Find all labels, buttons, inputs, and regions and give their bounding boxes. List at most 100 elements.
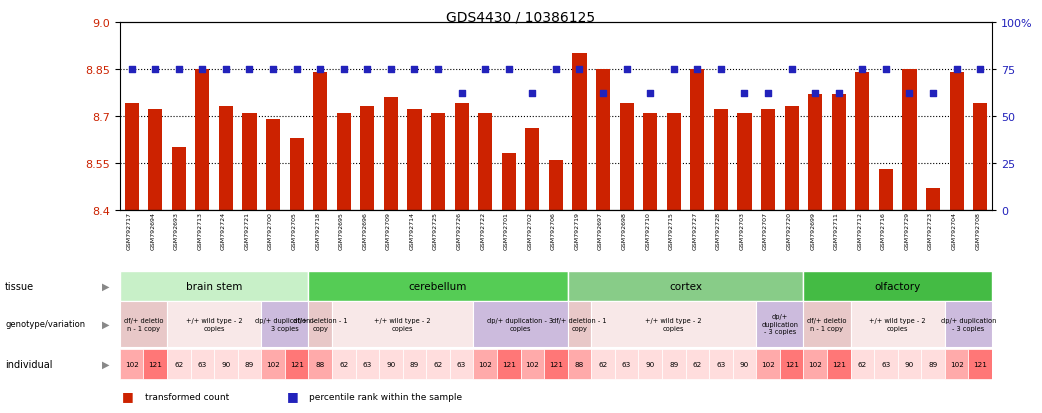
- Text: 62: 62: [598, 361, 607, 367]
- Text: 90: 90: [646, 361, 654, 367]
- Point: [406, 66, 423, 73]
- Point: [359, 66, 376, 73]
- Bar: [921, 349, 945, 380]
- Text: GSM792715: GSM792715: [669, 211, 674, 249]
- Bar: [643, 113, 658, 210]
- Text: GSM792697: GSM792697: [598, 211, 603, 249]
- Bar: [521, 349, 544, 380]
- Bar: [308, 301, 332, 347]
- Text: GSM792706: GSM792706: [551, 211, 555, 249]
- Bar: [120, 271, 308, 301]
- Point: [453, 91, 470, 97]
- Text: GSM792703: GSM792703: [740, 211, 744, 249]
- Text: GSM792729: GSM792729: [904, 211, 910, 249]
- Bar: [902, 70, 917, 210]
- Text: GSM792704: GSM792704: [951, 211, 957, 249]
- Point: [736, 91, 752, 97]
- Text: GSM792722: GSM792722: [480, 211, 486, 249]
- Point: [382, 66, 399, 73]
- Point: [877, 66, 894, 73]
- Bar: [355, 349, 379, 380]
- Text: olfactory: olfactory: [874, 281, 921, 291]
- Bar: [544, 349, 568, 380]
- Bar: [379, 349, 402, 380]
- Point: [147, 66, 164, 73]
- Text: GSM792708: GSM792708: [975, 211, 981, 249]
- Bar: [284, 349, 308, 380]
- Text: 102: 102: [125, 361, 139, 367]
- Text: 62: 62: [433, 361, 443, 367]
- Text: GSM792723: GSM792723: [928, 211, 933, 249]
- Bar: [572, 54, 587, 210]
- Text: df/+ deletion - 1
copy: df/+ deletion - 1 copy: [552, 318, 606, 331]
- Bar: [785, 107, 799, 210]
- Text: 63: 63: [363, 361, 372, 367]
- Bar: [407, 110, 422, 210]
- Bar: [454, 104, 469, 210]
- Text: 102: 102: [761, 361, 775, 367]
- Text: 89: 89: [928, 361, 938, 367]
- Text: 121: 121: [973, 361, 987, 367]
- Bar: [501, 154, 516, 210]
- Bar: [761, 110, 775, 210]
- Text: 62: 62: [858, 361, 867, 367]
- Text: 121: 121: [502, 361, 516, 367]
- Point: [241, 66, 257, 73]
- Text: ▶: ▶: [101, 281, 109, 291]
- Bar: [219, 107, 233, 210]
- Text: 62: 62: [174, 361, 183, 367]
- Text: percentile rank within the sample: percentile rank within the sample: [309, 392, 463, 401]
- Bar: [639, 349, 662, 380]
- Text: 88: 88: [316, 361, 325, 367]
- Bar: [620, 104, 634, 210]
- Bar: [568, 301, 591, 347]
- Point: [123, 66, 140, 73]
- Bar: [714, 110, 728, 210]
- Text: GSM792696: GSM792696: [363, 211, 368, 249]
- Text: +/+ wild type - 2
copies: +/+ wild type - 2 copies: [374, 318, 431, 331]
- Text: GSM792698: GSM792698: [622, 211, 626, 249]
- Bar: [383, 98, 398, 210]
- Text: 62: 62: [339, 361, 348, 367]
- Text: ■: ■: [287, 389, 298, 403]
- Text: 121: 121: [290, 361, 303, 367]
- Bar: [337, 113, 351, 210]
- Text: 89: 89: [669, 361, 678, 367]
- Point: [429, 66, 446, 73]
- Point: [336, 66, 352, 73]
- Text: genotype/variation: genotype/variation: [5, 320, 85, 329]
- Text: 102: 102: [809, 361, 822, 367]
- Bar: [402, 349, 426, 380]
- Bar: [667, 113, 680, 210]
- Point: [807, 91, 823, 97]
- Text: 89: 89: [410, 361, 419, 367]
- Bar: [850, 301, 945, 347]
- Text: GSM792720: GSM792720: [787, 211, 792, 249]
- Bar: [738, 113, 751, 210]
- Bar: [313, 73, 327, 210]
- Point: [713, 66, 729, 73]
- Text: GSM792719: GSM792719: [574, 211, 579, 249]
- Bar: [803, 349, 827, 380]
- Bar: [973, 104, 987, 210]
- Text: dp/+ duplication
- 3 copies: dp/+ duplication - 3 copies: [941, 318, 996, 331]
- Point: [666, 66, 683, 73]
- Bar: [686, 349, 710, 380]
- Bar: [803, 301, 850, 347]
- Text: transformed count: transformed count: [145, 392, 229, 401]
- Bar: [591, 301, 756, 347]
- Text: 63: 63: [198, 361, 207, 367]
- Text: ■: ■: [122, 389, 133, 403]
- Text: GSM792717: GSM792717: [127, 211, 131, 249]
- Bar: [478, 113, 492, 210]
- Bar: [431, 113, 445, 210]
- Point: [218, 66, 234, 73]
- Bar: [120, 301, 167, 347]
- Text: dp/+ duplication - 3
copies: dp/+ duplication - 3 copies: [488, 318, 553, 331]
- Bar: [874, 349, 898, 380]
- Text: 102: 102: [478, 361, 492, 367]
- Bar: [332, 349, 355, 380]
- Bar: [568, 271, 803, 301]
- Bar: [779, 349, 803, 380]
- Text: 63: 63: [882, 361, 891, 367]
